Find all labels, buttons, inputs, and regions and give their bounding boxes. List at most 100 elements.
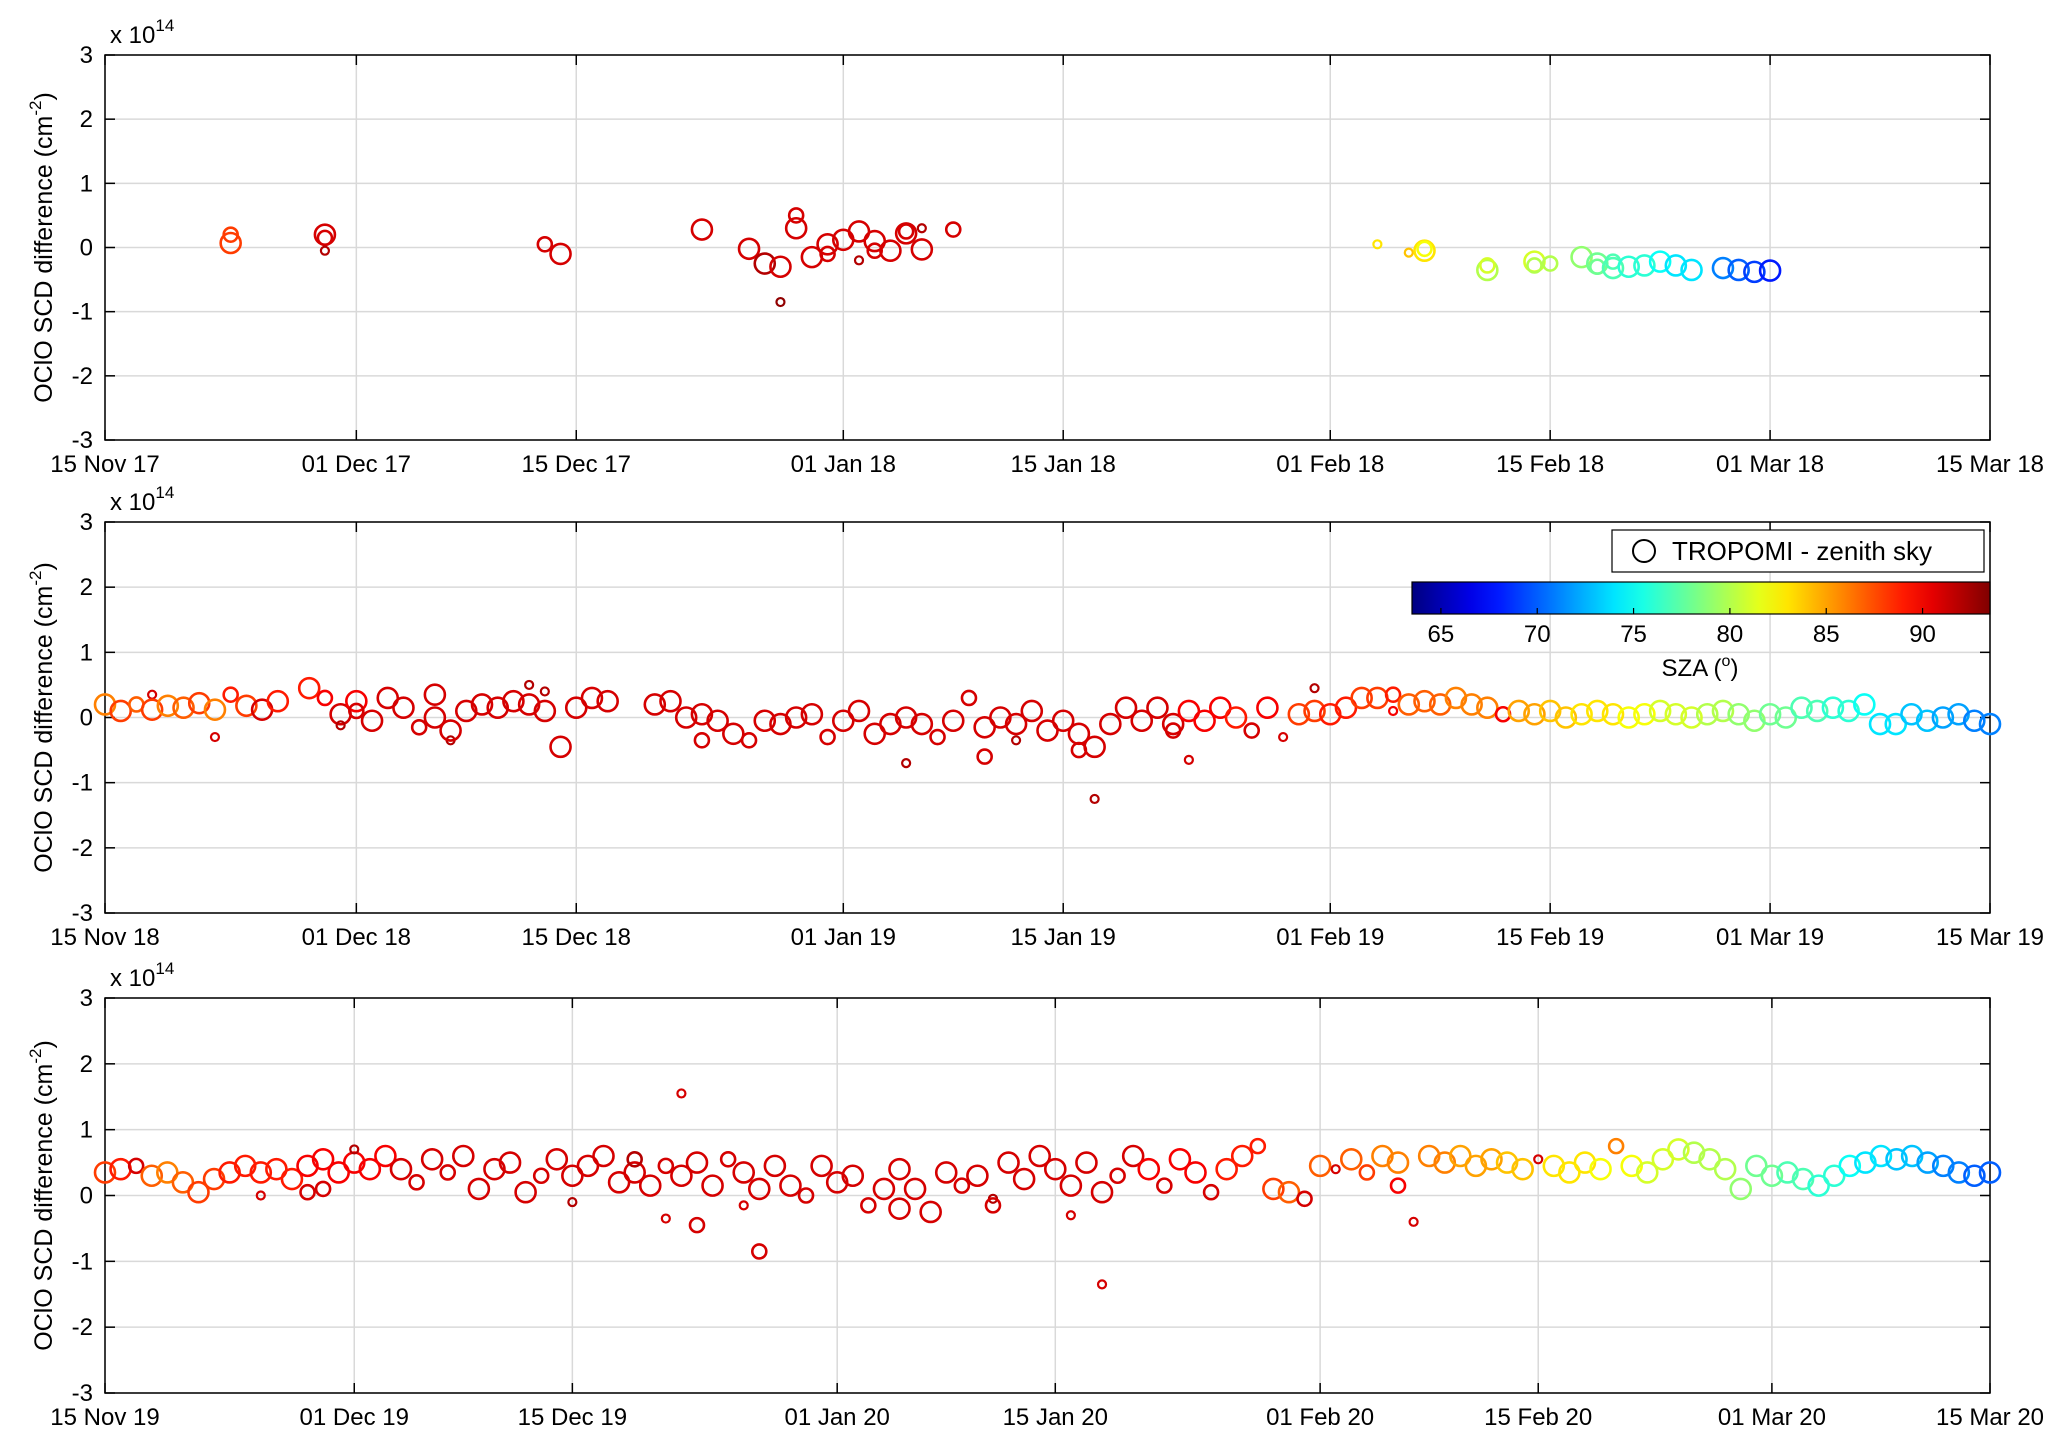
- y-exponent-base: x 10: [110, 22, 155, 49]
- data-point: [879, 239, 902, 263]
- y-axis-label-sup: -2: [26, 101, 45, 116]
- data-point: [929, 728, 946, 746]
- panel-2: 3 2 1 0 -1 -2 -315 Nov 18 01 Dec 18 15 Dec 18 01 …: [26, 483, 2044, 951]
- data-point: [1854, 1151, 1877, 1174]
- data-point: [296, 1154, 319, 1178]
- data-point: [1460, 693, 1483, 716]
- x-tick-label: 15 Feb 18: [1496, 451, 1604, 478]
- data-point: [863, 722, 887, 746]
- data-point: [1648, 699, 1672, 723]
- y-tick-label: 1: [80, 170, 93, 197]
- data-point: [1931, 1154, 1955, 1178]
- data-point: [219, 231, 242, 255]
- data-point: [685, 1151, 709, 1174]
- x-tick-label: 01 Mar 19: [1716, 924, 1824, 951]
- data-point: [1570, 245, 1593, 269]
- data-point: [202, 1167, 226, 1191]
- data-point: [1464, 1154, 1488, 1178]
- y-axis-label-sup: -2: [26, 571, 45, 586]
- data-point: [1384, 686, 1402, 703]
- data-point: [1075, 1151, 1098, 1174]
- data-point: [1776, 1161, 1799, 1184]
- data-point: [841, 1164, 865, 1188]
- data-point: [483, 1157, 506, 1181]
- data-point: [910, 712, 934, 736]
- data-point: [901, 758, 912, 769]
- data-point: [934, 1161, 958, 1184]
- data-point: [623, 1161, 646, 1184]
- x-tick-label: 15 Feb 19: [1496, 924, 1604, 951]
- data-point: [872, 1177, 896, 1201]
- data-point: [1476, 696, 1499, 720]
- data-point: [1408, 1216, 1419, 1227]
- y-tick-label: -3: [72, 900, 93, 927]
- data-point: [1168, 1147, 1192, 1171]
- data-point: [1915, 709, 1939, 733]
- y-exponent-base: x 10: [110, 965, 155, 992]
- data-point: [498, 1151, 522, 1174]
- data-point: [1476, 258, 1499, 282]
- data-point: [1303, 699, 1326, 723]
- x-tick-label: 15 Mar 19: [1936, 924, 2044, 951]
- data-point: [299, 1183, 316, 1201]
- data-point: [316, 689, 334, 707]
- y-tick-label: -2: [72, 363, 93, 390]
- x-tick-label: 01 Jan 18: [791, 451, 896, 478]
- data-point: [187, 1180, 210, 1204]
- data-point: [1680, 258, 1703, 282]
- data-point: [1350, 686, 1373, 710]
- colorbar-gradient: [1411, 581, 1991, 615]
- data-point: [1444, 686, 1468, 710]
- data-point: [1089, 793, 1100, 805]
- data-point: [784, 706, 808, 729]
- data-point: [810, 1154, 833, 1178]
- colorbar-label-sup: o: [1722, 653, 1731, 670]
- data-point: [779, 1174, 802, 1197]
- data-point: [454, 699, 478, 723]
- data-point: [670, 1164, 693, 1188]
- data-point: [1334, 696, 1358, 720]
- y-tick-label: 0: [80, 1183, 93, 1210]
- data-point: [1230, 1144, 1254, 1168]
- data-point: [545, 1147, 569, 1171]
- data-point: [1428, 693, 1452, 716]
- data-point: [674, 706, 698, 729]
- data-point: [1318, 702, 1342, 726]
- data-point: [222, 686, 239, 703]
- data-point: [1633, 702, 1656, 726]
- data-point: [750, 1243, 768, 1260]
- data-point: [335, 720, 346, 731]
- data-point: [984, 1197, 1002, 1214]
- colorbar-tick-label: 90: [1909, 621, 1936, 648]
- data-point: [1193, 709, 1216, 733]
- y-tick-label: 2: [80, 574, 93, 601]
- data-point: [1695, 702, 1719, 726]
- data-point: [1900, 1144, 1924, 1168]
- data-point: [392, 696, 415, 720]
- data-point: [360, 709, 384, 733]
- data-point: [1495, 1151, 1519, 1174]
- data-point: [1065, 1210, 1076, 1221]
- x-tick-label: 15 Nov 19: [50, 1404, 159, 1431]
- data-point: [1036, 719, 1059, 742]
- data-point: [1713, 1157, 1737, 1181]
- data-point: [156, 1161, 179, 1184]
- data-point: [775, 296, 786, 308]
- data-point: [1667, 1138, 1690, 1161]
- data-point: [549, 735, 572, 759]
- data-point: [643, 693, 667, 716]
- data-point: [592, 1144, 615, 1168]
- data-point: [1682, 1141, 1706, 1165]
- data-point: [1853, 693, 1876, 716]
- data-point: [467, 1177, 491, 1201]
- data-point: [1743, 260, 1766, 284]
- data-point: [1727, 702, 1750, 726]
- colorbar-label-tail: ): [1730, 655, 1738, 682]
- data-point: [740, 732, 758, 749]
- x-tick-label: 01 Mar 20: [1718, 1404, 1826, 1431]
- data-point: [311, 1147, 335, 1171]
- legend-label: TROPOMI - zenith sky: [1672, 536, 1932, 566]
- data-point: [819, 728, 836, 746]
- data-point: [358, 1157, 382, 1181]
